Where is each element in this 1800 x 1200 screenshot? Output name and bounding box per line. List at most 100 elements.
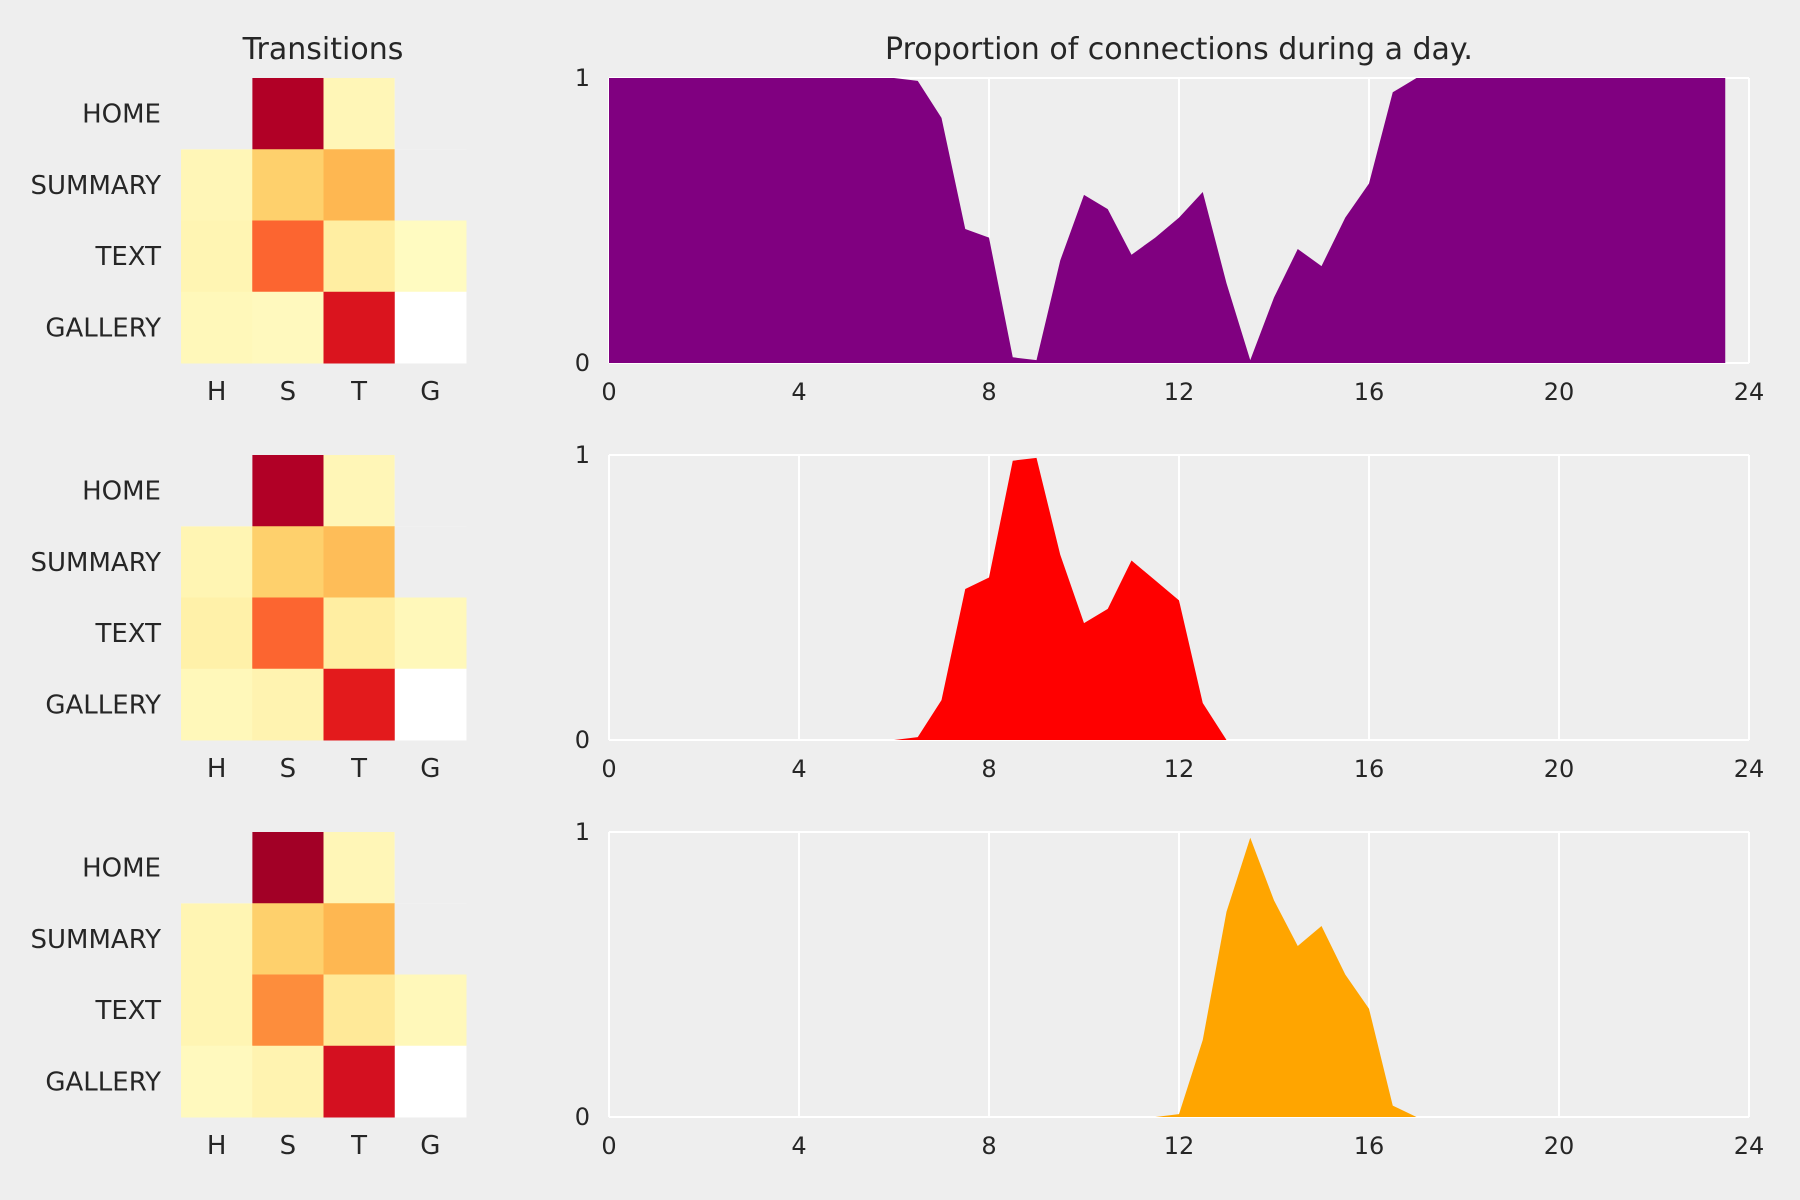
heatmap-cell <box>323 1045 396 1118</box>
area-series <box>609 457 1726 740</box>
heatmap-row-label: GALLERY <box>45 1067 161 1097</box>
heatmap-col-label: T <box>350 754 367 784</box>
x-tick-label: 12 <box>1164 378 1195 406</box>
heatmap-cell <box>323 78 396 150</box>
heatmap-row-label: GALLERY <box>45 313 161 343</box>
x-tick-label: 24 <box>1734 1132 1765 1160</box>
heatmap-cell <box>181 220 253 293</box>
heatmap-cell <box>252 1045 324 1118</box>
heatmap-row-label: SUMMARY <box>31 171 162 201</box>
y-tick-label: 1 <box>575 818 590 846</box>
heatmap-row-label: HOME <box>82 854 161 884</box>
heatmap-col-label: G <box>420 1131 440 1161</box>
x-tick-label: 12 <box>1164 1132 1195 1160</box>
x-tick-label: 16 <box>1354 378 1385 406</box>
x-tick-label: 0 <box>601 1132 616 1160</box>
area-panel-2: 0 4 8 12 16 20 24 0 1 <box>575 441 1765 783</box>
heatmap-empty-cell <box>394 526 467 598</box>
heatmap-empty-cell <box>394 903 467 975</box>
heatmap-cell <box>394 668 467 741</box>
heatmap-cell <box>252 455 324 527</box>
heatmap-cell <box>181 149 253 221</box>
x-tick-label: 20 <box>1544 755 1575 783</box>
heatmap-panel-1: HOME SUMMARY TEXT GALLERY H S T G <box>31 78 467 407</box>
heatmap-cell <box>252 597 324 670</box>
heatmap-col-label: H <box>207 1131 227 1161</box>
heatmap-cell <box>394 220 467 293</box>
x-tick-label: 0 <box>601 755 616 783</box>
x-tick-label: 4 <box>791 378 806 406</box>
area-series <box>609 837 1726 1117</box>
x-tick-label: 12 <box>1164 755 1195 783</box>
x-tick-label: 8 <box>981 755 996 783</box>
heatmap-panel-2: HOME SUMMARY TEXT GALLERY H S T G <box>31 455 467 784</box>
heatmap-col-label: S <box>280 377 297 407</box>
heatmap-cell <box>181 526 253 598</box>
heatmap-cell <box>394 974 467 1047</box>
x-tick-label: 4 <box>791 755 806 783</box>
heatmap-cell <box>394 1045 467 1118</box>
heatmap-empty-cell <box>394 78 467 150</box>
heatmap-cell <box>252 903 324 975</box>
heatmap-cell <box>323 220 396 293</box>
area-series <box>609 78 1726 363</box>
y-tick-label: 0 <box>575 726 590 754</box>
heatmap-empty-cell <box>181 455 253 527</box>
area-panel-1: 0 4 8 12 16 20 24 0 1 <box>575 64 1765 406</box>
heatmap-cell <box>323 149 396 221</box>
x-tick-label: 8 <box>981 1132 996 1160</box>
area-panel-3: 0 4 8 12 16 20 24 0 1 <box>575 818 1765 1160</box>
heatmap-cell <box>181 974 253 1047</box>
x-tick-label: 16 <box>1354 1132 1385 1160</box>
heatmap-cell <box>252 149 324 221</box>
heatmap-cell <box>323 597 396 670</box>
heatmap-col-label: T <box>350 1131 367 1161</box>
heatmap-empty-cell <box>394 832 467 904</box>
heatmap-row-label: TEXT <box>94 242 161 272</box>
heatmap-cell <box>252 832 324 904</box>
heatmap-row-label: SUMMARY <box>31 925 162 955</box>
heatmap-cell <box>181 291 253 364</box>
heatmap-row-label: SUMMARY <box>31 548 162 578</box>
heatmap-cell <box>394 291 467 364</box>
heatmap-cell <box>394 597 467 670</box>
heatmap-cell <box>181 903 253 975</box>
heatmap-col-label: G <box>420 754 440 784</box>
heatmap-col-label: S <box>280 754 297 784</box>
heatmap-cell <box>181 1045 253 1118</box>
heatmap-col-label: H <box>207 377 227 407</box>
x-tick-label: 20 <box>1544 1132 1575 1160</box>
y-tick-label: 0 <box>575 349 590 377</box>
area-column-title: Proportion of connections during a day. <box>885 32 1473 67</box>
heatmap-row-label: TEXT <box>94 619 161 649</box>
y-tick-label: 0 <box>575 1103 590 1131</box>
x-tick-label: 16 <box>1354 755 1385 783</box>
heatmap-col-label: T <box>350 377 367 407</box>
heatmap-col-label: H <box>207 754 227 784</box>
y-tick-label: 1 <box>575 64 590 92</box>
heatmap-empty-cell <box>181 78 253 150</box>
heatmap-cell <box>252 974 324 1047</box>
heatmap-cell <box>323 526 396 598</box>
y-tick-label: 1 <box>575 441 590 469</box>
heatmap-cell <box>323 903 396 975</box>
heatmap-panel-3: HOME SUMMARY TEXT GALLERY H S T G <box>31 832 467 1161</box>
x-tick-label: 0 <box>601 378 616 406</box>
x-tick-label: 8 <box>981 378 996 406</box>
heatmap-cell <box>323 455 396 527</box>
heatmap-row-label: GALLERY <box>45 690 161 720</box>
x-tick-label: 20 <box>1544 378 1575 406</box>
heatmap-cell <box>252 668 324 741</box>
heatmap-cell <box>252 526 324 598</box>
heatmap-column-title: Transitions <box>242 32 404 67</box>
heatmap-cell <box>323 974 396 1047</box>
heatmap-row-label: HOME <box>82 100 161 130</box>
heatmap-cell <box>252 78 324 150</box>
heatmap-cell <box>252 220 324 293</box>
x-tick-label: 24 <box>1734 378 1765 406</box>
heatmap-cell <box>252 291 324 364</box>
heatmap-cell <box>181 597 253 670</box>
heatmap-cell <box>323 668 396 741</box>
heatmap-empty-cell <box>394 455 467 527</box>
